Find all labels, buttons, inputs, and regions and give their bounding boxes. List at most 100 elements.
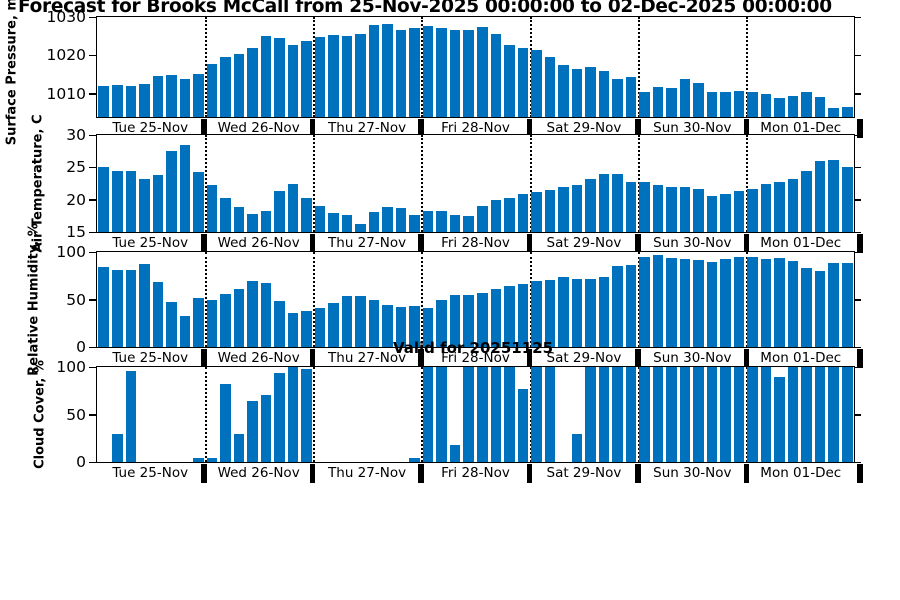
- y-tick-mark-right: [854, 54, 861, 57]
- surface-pressure-bar: [314, 36, 326, 117]
- day-boundary-line: [205, 252, 208, 347]
- y-tick-mark-right: [854, 166, 861, 169]
- air-temperature-bar: [179, 145, 191, 232]
- relative-humidity-bar: [409, 306, 420, 347]
- air-temperature-bar: [571, 184, 583, 232]
- y-tick-label: 50: [66, 290, 86, 309]
- day-label: Sat 29-Nov: [546, 350, 622, 366]
- relative-humidity-bar: [598, 276, 610, 347]
- relative-humidity-bar: [706, 261, 718, 347]
- day-boundary-line: [421, 367, 424, 462]
- day-label: Sat 29-Nov: [546, 235, 622, 251]
- y-tick-label: 30: [66, 126, 86, 144]
- air-temperature-bar: [625, 181, 637, 232]
- day-separator-tick: [857, 349, 863, 368]
- day-separator-tick: [201, 119, 207, 138]
- day-boundary-line: [745, 367, 748, 462]
- y-tick-label: 100: [56, 358, 86, 376]
- surface-pressure-bar: [328, 34, 339, 117]
- relative-humidity-bar: [166, 302, 177, 347]
- day-separator-tick: [743, 119, 750, 138]
- y-tick-mark-right: [854, 199, 861, 201]
- relative-humidity-bar: [220, 293, 231, 347]
- relative-humidity-bar: [517, 284, 529, 347]
- day-boundary-line: [529, 252, 532, 347]
- surface-pressure-plot: [96, 16, 855, 118]
- day-boundary-line: [313, 135, 316, 232]
- air-temperature-bar: [639, 182, 650, 232]
- y-tick-label: 25: [66, 158, 86, 177]
- y-tick-label: 15: [66, 223, 86, 241]
- surface-pressure-bar: [152, 75, 164, 117]
- relative-humidity-bar: [531, 281, 542, 347]
- relative-humidity-bar: [274, 301, 285, 347]
- relative-humidity-bar: [233, 289, 245, 347]
- day-label: Sun 30-Nov: [653, 465, 732, 481]
- valid-for-annotation: Valid for 20251125: [392, 339, 554, 357]
- surface-pressure-bar: [558, 65, 569, 117]
- day-label: Fri 28-Nov: [441, 350, 510, 366]
- cloud-cover-bar: [679, 367, 691, 462]
- y-tick-mark-right: [854, 231, 861, 233]
- day-boundary-line: [637, 367, 640, 462]
- day-label: Mon 01-Dec: [760, 350, 842, 366]
- day-label: Sun 30-Nov: [653, 120, 732, 136]
- air-temperature-bar: [193, 171, 204, 232]
- air-temperature-bar: [652, 184, 664, 232]
- y-tick-label: 1020: [46, 46, 86, 65]
- day-separator-tick: [526, 234, 533, 253]
- surface-pressure-bar: [612, 78, 623, 117]
- surface-pressure-bar: [98, 86, 110, 117]
- relative-humidity-bar: [476, 292, 488, 347]
- cloud-cover-axis-label: Cloud Cover, %: [32, 359, 48, 469]
- day-separator-tick: [418, 119, 424, 138]
- day-label: Mon 01-Dec: [760, 235, 842, 251]
- relative-humidity-bar: [395, 307, 407, 347]
- cloud-cover-bar: [449, 444, 461, 462]
- cloud-cover-bar: [733, 367, 745, 462]
- cloud-cover-bar: [828, 367, 839, 462]
- cloud-cover-bar: [706, 367, 718, 462]
- surface-pressure-bar: [504, 44, 515, 117]
- day-label: Tue 25-Nov: [112, 235, 189, 251]
- cloud-cover-bar: [193, 458, 204, 462]
- cloud-cover-plot: [96, 366, 855, 463]
- relative-humidity-bar: [544, 279, 556, 347]
- relative-humidity-bar: [328, 303, 339, 347]
- day-boundary-line: [205, 135, 208, 232]
- day-boundary-line: [313, 252, 316, 347]
- y-tick-mark: [89, 166, 96, 169]
- air-temperature-bar: [774, 181, 785, 232]
- y-tick-mark-right: [854, 251, 861, 253]
- relative-humidity-bar: [733, 256, 745, 347]
- cloud-cover-bar: [422, 367, 434, 462]
- cloud-cover-bar: [274, 372, 285, 462]
- day-boundary-line: [529, 367, 532, 462]
- surface-pressure-bar: [260, 36, 272, 117]
- surface-pressure-bar: [774, 98, 785, 117]
- air-temperature-bar: [544, 189, 556, 232]
- surface-pressure-bar: [585, 66, 596, 117]
- surface-pressure-bar: [679, 78, 691, 117]
- cloud-cover-bar: [774, 377, 785, 462]
- relative-humidity-bar: [490, 289, 502, 347]
- air-temperature-bar: [720, 194, 731, 232]
- y-tick-mark-right: [854, 346, 861, 348]
- cloud-cover-bar: [409, 458, 420, 462]
- air-temperature-bar: [220, 198, 231, 232]
- air-temperature-bar: [274, 190, 285, 232]
- air-temperature-bar: [693, 189, 704, 232]
- relative-humidity-bar: [152, 282, 164, 347]
- y-tick-label: 100: [56, 243, 86, 261]
- relative-humidity-plot: [96, 251, 855, 348]
- surface-pressure-bar: [639, 92, 650, 117]
- day-label: Fri 28-Nov: [441, 465, 510, 481]
- surface-pressure-bar: [706, 92, 718, 117]
- day-separator-tick: [201, 464, 207, 483]
- air-temperature-bar: [476, 206, 488, 232]
- relative-humidity-bar: [558, 276, 569, 347]
- y-tick-mark: [89, 251, 96, 253]
- surface-pressure-bar: [841, 107, 853, 117]
- surface-pressure-bar: [166, 74, 177, 117]
- cloud-cover-bar: [585, 367, 596, 462]
